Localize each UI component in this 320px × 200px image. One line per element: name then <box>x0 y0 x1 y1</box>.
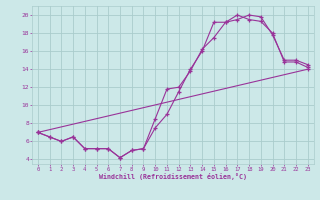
X-axis label: Windchill (Refroidissement éolien,°C): Windchill (Refroidissement éolien,°C) <box>99 173 247 180</box>
